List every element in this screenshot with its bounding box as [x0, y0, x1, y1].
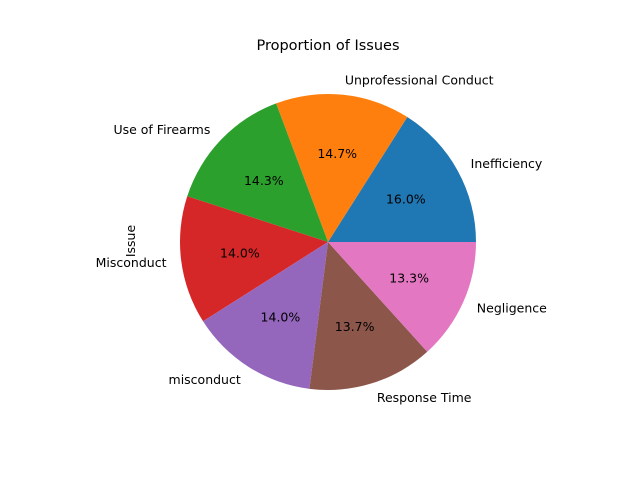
pie-slice-misconduct-4	[203, 242, 328, 389]
pie-slice-use-of-firearms-2	[187, 103, 328, 242]
pie-slice-negligence-6	[328, 242, 476, 352]
slice-label-5: Response Time	[377, 390, 472, 405]
slice-label-4: misconduct	[169, 372, 241, 387]
slice-label-6: Negligence	[477, 301, 547, 316]
pie-slice-unprofessional-conduct-1	[276, 94, 408, 242]
pie-slices	[179, 94, 476, 390]
slice-percent-label-4: 14.0%	[261, 309, 301, 324]
slice-percent-label-0: 16.0%	[386, 192, 426, 207]
slice-label-3: Misconduct	[96, 255, 167, 270]
pie-slice-misconduct-3	[179, 196, 328, 322]
pie-slice-inefficiency-0	[328, 117, 476, 242]
chart-title: Proportion of Issues	[256, 38, 399, 54]
slice-percent-label-1: 14.7%	[317, 146, 357, 161]
slice-percent-label-2: 14.3%	[244, 173, 284, 188]
slice-label-0: Inefficiency	[471, 156, 543, 171]
slice-percent-label-3: 14.0%	[220, 246, 260, 261]
slice-label-1: Unprofessional Conduct	[345, 73, 494, 88]
slice-percent-label-5: 13.7%	[335, 319, 375, 334]
slice-label-2: Use of Firearms	[113, 122, 210, 137]
y-axis-label: Issue	[123, 225, 138, 258]
pie-labels: Inefficiency 16.0% Unprofessional Conduct 1…	[96, 73, 547, 405]
slice-percent-label-6: 13.3%	[389, 271, 429, 286]
pie-slice-response-time-5	[309, 242, 428, 390]
